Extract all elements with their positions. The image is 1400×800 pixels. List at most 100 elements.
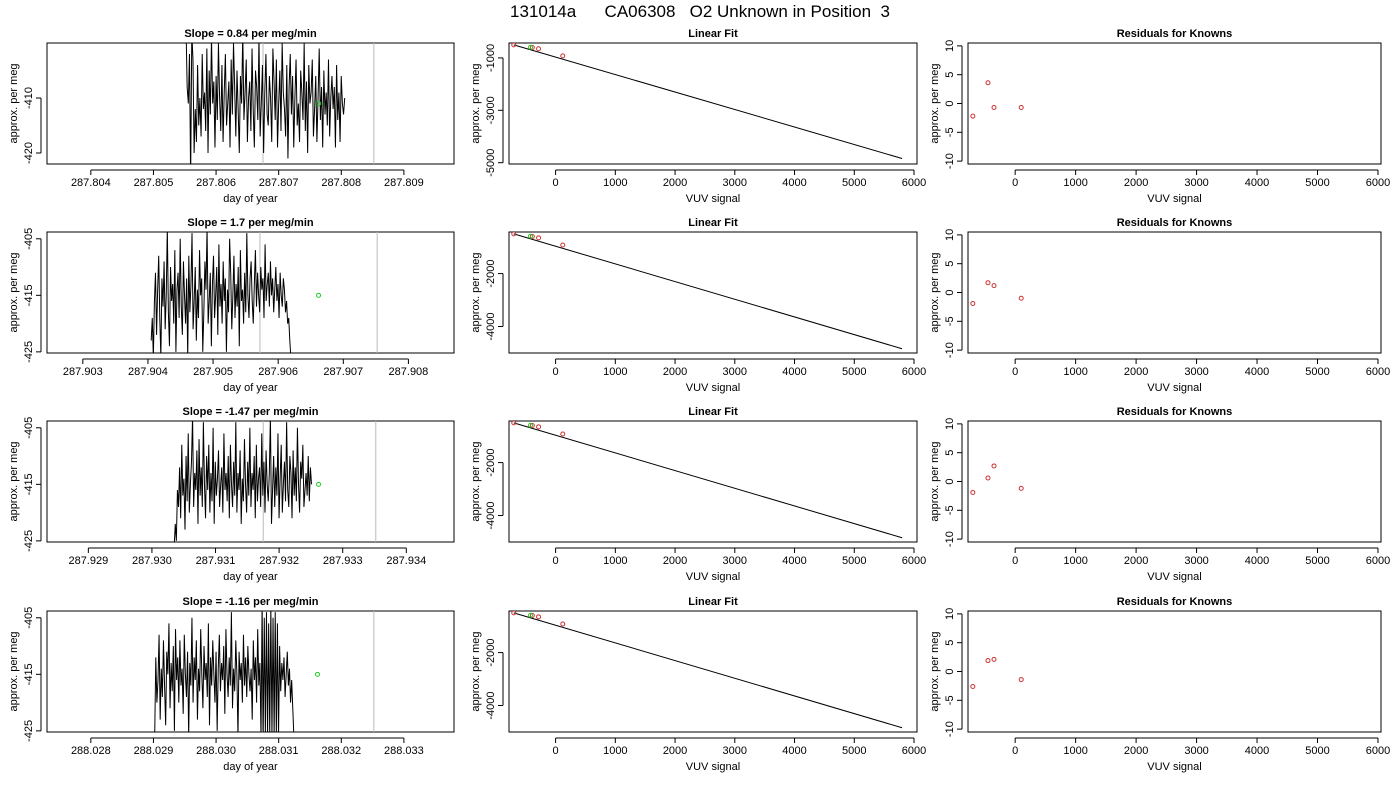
x-tick-label: 1000 — [1063, 366, 1087, 378]
x-tick-label: 3000 — [1184, 745, 1208, 757]
plot-title: Slope = 0.84 per meg/min — [184, 28, 317, 40]
y-tick-label: 10 — [944, 418, 956, 430]
y-tick-label: -3000 — [485, 96, 497, 124]
y-tick-label: -5 — [944, 127, 956, 137]
y-axis-label: approx. per meg — [8, 631, 20, 711]
residual-point — [985, 80, 991, 86]
x-tick-label: 287.929 — [68, 555, 108, 567]
panel-linear-fit-row-1: Linear Fit 0 1000 2000 3000 4000 5000 6000 -5000… — [470, 28, 926, 205]
fit-line — [513, 612, 903, 729]
x-tick-label: 6000 — [902, 745, 926, 757]
fit-line — [513, 44, 903, 159]
y-tick-label: -10 — [944, 721, 956, 737]
panel-linear-fit-row-3: Linear Fit 0 1000 2000 3000 4000 5000 6000 -4000… — [470, 406, 926, 583]
x-tick-label: 2000 — [663, 366, 687, 378]
x-tick-label: 287.907 — [323, 366, 363, 378]
x-tick-label: 2000 — [1124, 555, 1148, 567]
unknown-mean-point — [314, 671, 320, 677]
y-tick-label: 5 — [944, 72, 956, 78]
y-axis-label: approx. per meg — [470, 631, 482, 711]
x-tick-label: 5000 — [842, 745, 866, 757]
x-tick-label: 287.933 — [323, 555, 363, 567]
x-axis-label: VUV signal — [686, 761, 740, 773]
residual-point — [970, 300, 976, 306]
plot-area — [150, 232, 378, 353]
x-tick-label: 1000 — [603, 555, 627, 567]
plot-frame — [508, 42, 918, 165]
known-point — [560, 53, 566, 59]
y-tick-label: -5 — [944, 316, 956, 326]
known-point — [560, 621, 566, 627]
plot-area — [511, 611, 903, 729]
x-tick-label: 1000 — [1063, 555, 1087, 567]
x-axis-label: VUV signal — [686, 193, 740, 205]
x-tick-label: 4000 — [782, 555, 806, 567]
plot-title: Residuals for Knowns — [1117, 217, 1233, 229]
y-tick-label: 10 — [944, 608, 956, 620]
y-axis-label: approx. per meg — [8, 441, 20, 521]
unknown-point — [528, 612, 534, 618]
plot-title: Residuals for Knowns — [1117, 28, 1233, 40]
plot-area — [970, 463, 1024, 495]
x-tick-label: 287.930 — [132, 555, 172, 567]
x-tick-label: 0 — [553, 745, 559, 757]
y-tick-label: -415 — [23, 473, 35, 495]
plot-frame — [46, 610, 455, 733]
y-axis-label: approx. per meg — [8, 63, 20, 143]
plot-area — [970, 656, 1024, 689]
series-line — [150, 232, 292, 353]
y-tick-label: -5 — [944, 695, 956, 705]
y-axis-label: approx. per meg — [470, 63, 482, 143]
panel-residuals-row-1: Residuals for Knowns 0 1000 2000 3000 4000 500… — [929, 28, 1390, 205]
x-tick-label: 1000 — [603, 745, 627, 757]
plot-frame — [967, 610, 1382, 733]
x-tick-label: 2000 — [663, 177, 687, 189]
x-axis-label: day of year — [223, 193, 278, 205]
series-line — [154, 611, 295, 732]
residual-point — [991, 656, 997, 662]
x-tick-label: 0 — [553, 366, 559, 378]
x-tick-label: 287.808 — [321, 177, 361, 189]
residual-point — [970, 113, 976, 119]
x-tick-label: 1000 — [1063, 745, 1087, 757]
known-point — [560, 431, 566, 437]
x-axis-label: VUV signal — [1147, 571, 1201, 583]
unknown-point — [528, 44, 534, 50]
y-tick-label: -405 — [23, 417, 35, 439]
x-tick-label: 3000 — [723, 177, 747, 189]
x-tick-label: 5000 — [1305, 177, 1329, 189]
x-tick-label: 288.029 — [134, 745, 174, 757]
y-tick-label: -5000 — [485, 149, 497, 177]
x-tick-label: 4000 — [1245, 745, 1269, 757]
x-tick-label: 287.904 — [128, 366, 168, 378]
x-tick-label: 288.031 — [259, 745, 299, 757]
y-tick-label: 10 — [944, 40, 956, 52]
plot-frame — [508, 420, 918, 543]
plot-area — [970, 280, 1024, 306]
x-tick-label: 5000 — [1305, 555, 1329, 567]
unknown-point — [528, 233, 534, 239]
x-tick-label: 2000 — [1124, 366, 1148, 378]
plot-area — [511, 421, 903, 539]
x-tick-label: 0 — [553, 177, 559, 189]
unknown-mean-point — [316, 292, 322, 298]
x-tick-label: 6000 — [902, 177, 926, 189]
x-tick-label: 3000 — [723, 366, 747, 378]
panel-residuals-row-2: Residuals for Knowns 0 1000 2000 3000 4000 500… — [929, 217, 1390, 394]
x-tick-label: 3000 — [1184, 366, 1208, 378]
x-tick-label: 6000 — [902, 555, 926, 567]
x-tick-label: 1000 — [603, 177, 627, 189]
panel-timeseries-row-4: Slope = -1.16 per meg/min 288.028 288.029 2… — [8, 596, 455, 773]
x-tick-label: 3000 — [1184, 555, 1208, 567]
y-axis-label: approx. per meg — [929, 63, 941, 143]
y-axis-label: approx. per meg — [929, 252, 941, 332]
x-tick-label: 5000 — [1305, 745, 1329, 757]
plot-title: Residuals for Knowns — [1117, 596, 1233, 608]
x-tick-label: 287.906 — [258, 366, 298, 378]
x-tick-label: 4000 — [1245, 366, 1269, 378]
y-tick-label: -10 — [944, 531, 956, 547]
panel-residuals-row-4: Residuals for Knowns 0 1000 2000 3000 4000 500… — [929, 596, 1390, 773]
y-tick-label: -2000 — [485, 448, 497, 476]
plot-area — [970, 80, 1024, 119]
plot-title: Slope = 1.7 per meg/min — [187, 217, 314, 229]
